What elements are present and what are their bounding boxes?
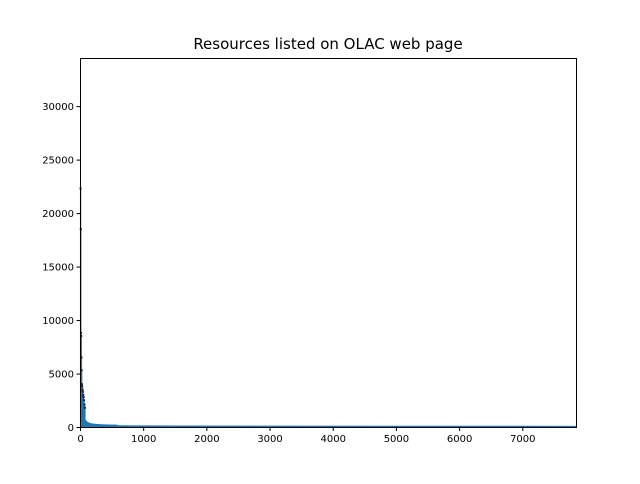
bar-spike-tip xyxy=(83,399,86,402)
bar-spike-tip xyxy=(83,406,86,409)
bar-spike-tip xyxy=(81,385,84,388)
x-tick-label: 4000 xyxy=(321,434,346,445)
bar-spike-tip xyxy=(80,356,83,359)
y-tick-label: 25000 xyxy=(42,156,74,167)
bar-spike-tip xyxy=(82,393,85,396)
bar-spike-tip xyxy=(81,390,84,393)
x-tick-label: 2000 xyxy=(194,434,219,445)
y-tick-label: 15000 xyxy=(42,263,74,274)
y-tick-label: 5000 xyxy=(49,370,74,381)
bar-spike-tip xyxy=(80,383,83,386)
x-tick-label: 5000 xyxy=(384,434,409,445)
bar-spike-tip xyxy=(83,403,86,406)
x-tick-label: 6000 xyxy=(447,434,472,445)
x-tick-label: 7000 xyxy=(510,434,535,445)
y-tick-label: 0 xyxy=(68,423,74,434)
plot-marks xyxy=(79,187,577,428)
bar-spike-tip xyxy=(81,388,84,391)
x-axis: 0 1000 2000 3000 4000 5000 6000 7000 xyxy=(77,427,536,445)
x-tick-label: 3000 xyxy=(257,434,282,445)
x-tick-label: 0 xyxy=(77,434,83,445)
plot-frame xyxy=(80,58,577,428)
x-tick-label: 1000 xyxy=(131,434,156,445)
y-axis: 0 5000 10000 15000 20000 25000 30000 xyxy=(42,102,81,434)
chart-title: Resources listed on OLAC web page xyxy=(193,35,462,53)
y-tick-label: 10000 xyxy=(42,316,74,327)
bar-spike-tip xyxy=(80,369,83,372)
bar-spike-tip xyxy=(82,396,85,399)
bar-tail xyxy=(82,409,577,428)
y-tick-label: 20000 xyxy=(42,209,74,220)
bar-spike-tip xyxy=(80,331,83,334)
y-tick-label: 30000 xyxy=(42,102,74,113)
bar-spike-tip xyxy=(80,335,83,338)
